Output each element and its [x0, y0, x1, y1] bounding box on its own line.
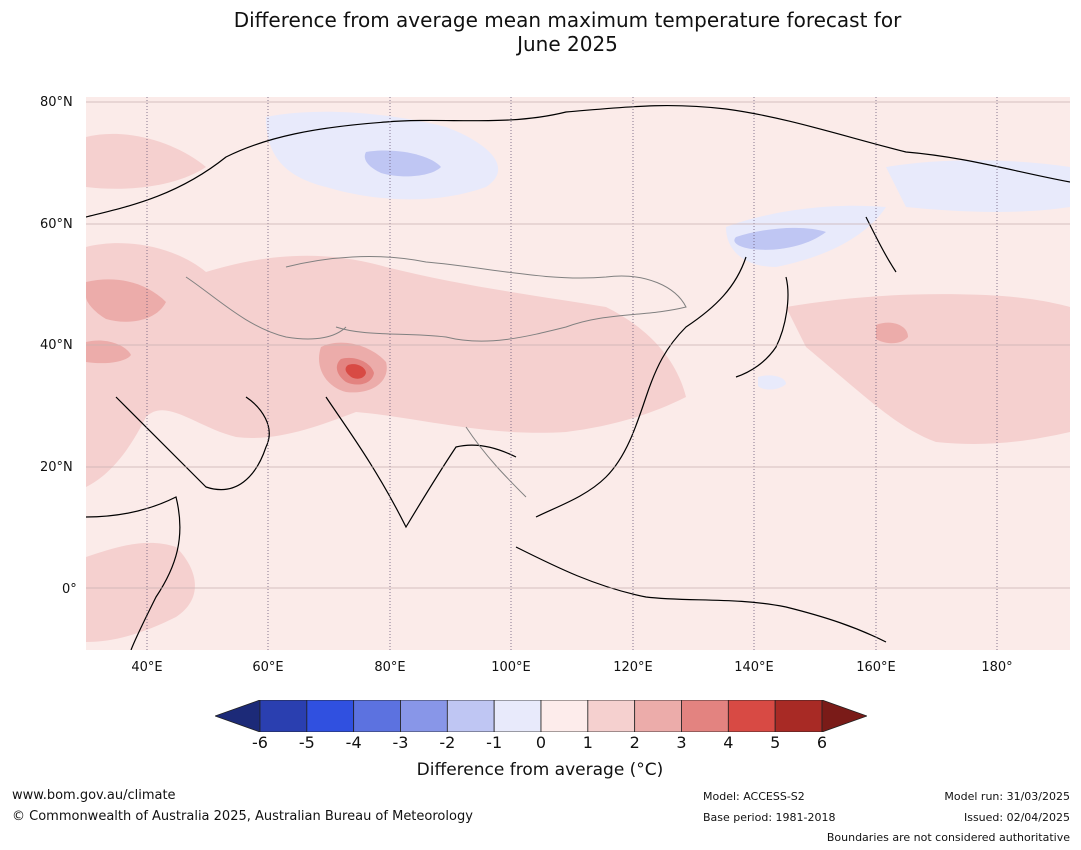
colorbar-tick-label: 6 [816, 733, 828, 752]
colorbar-segment [400, 700, 448, 732]
coastline-kamchatka [865, 216, 897, 273]
cool-anomaly-fields [266, 111, 1070, 390]
graticule [146, 97, 998, 650]
chart-title: Difference from average mean maximum tem… [0, 8, 1081, 56]
lon-label-100E: 100°E [491, 660, 531, 675]
lat-label-20N: 20°N [40, 460, 73, 475]
border-southeast-asia [465, 426, 527, 498]
colorbar-segment [774, 700, 823, 732]
colorbar-tick-label: -2 [439, 733, 456, 752]
anomaly-region-africa [86, 542, 195, 642]
anomaly-region-pacific [786, 294, 1070, 444]
footer-base-period: Base period: 1981-2018 [703, 811, 836, 824]
coastline-arabia [115, 396, 270, 491]
anomaly-region-caspian [86, 279, 166, 322]
coastline-arctic [86, 104, 1070, 218]
colorbar-arrow-high [821, 700, 867, 732]
lon-label-180: 180° [981, 660, 1013, 675]
colorbar-segment [681, 700, 729, 732]
lat-label-0: 0° [62, 582, 77, 597]
colorbar-segment [540, 700, 589, 732]
colorbar-segment [587, 700, 636, 732]
colorbar-segment [634, 700, 682, 732]
title-line-1: Difference from average mean maximum tem… [233, 8, 902, 32]
footer-issued: Issued: 02/04/2025 [963, 811, 1070, 824]
colorbar-segment [259, 700, 308, 732]
anomaly-region-tibet-peak [345, 364, 366, 379]
parallels [86, 101, 1070, 589]
footer-copyright: © Commonwealth of Australia 2025, Austra… [12, 809, 473, 824]
coastline-indonesia [515, 546, 887, 643]
colorbar-tick-label: -1 [486, 733, 503, 752]
lat-label-40N: 40°N [40, 338, 73, 353]
lon-label-40E: 40°E [131, 660, 163, 675]
border-central-asia [185, 276, 347, 340]
cool-region-arctic-core [364, 150, 441, 177]
forecast-map [86, 97, 1070, 650]
lon-label-60E: 60°E [252, 660, 284, 675]
footer-model-run: Model run: 31/03/2025 [944, 790, 1070, 803]
cool-region-okhotsk-core [734, 227, 826, 250]
colorbar-tick-label: 3 [676, 733, 687, 752]
colorbar-label: Difference from average (°C) [416, 760, 664, 780]
cool-region-japan-south [758, 375, 786, 390]
colorbar-arrow-low [215, 700, 261, 732]
cool-region-arctic-east [886, 160, 1070, 212]
colorbar-segment [306, 700, 355, 732]
coastlines [86, 104, 1070, 650]
colorbar-tick-label: 4 [723, 733, 734, 752]
colorbar-segment [446, 700, 495, 732]
lon-label-160E: 160°E [856, 660, 896, 675]
lon-label-140E: 140°E [734, 660, 774, 675]
anomaly-region-turkey [86, 340, 131, 364]
colorbar-segment [353, 700, 401, 732]
title-line-2: June 2025 [517, 32, 618, 56]
colorbar-segment [493, 700, 542, 732]
anomaly-fields [86, 133, 1070, 642]
anomaly-region-siberia-west [86, 133, 206, 189]
border-china [285, 256, 687, 342]
colorbar-tick-label: 5 [770, 733, 781, 752]
lat-label-60N: 60°N [40, 217, 73, 232]
colorbar-tick-label: -4 [345, 733, 362, 752]
country-borders [185, 256, 687, 498]
lon-label-80E: 80°E [374, 660, 406, 675]
footer-disclaimer: Boundaries are not considered authoritat… [826, 831, 1070, 844]
colorbar-segments [215, 700, 867, 732]
footer-url[interactable]: www.bom.gov.au/climate [12, 788, 176, 803]
coastline-japan [735, 276, 789, 378]
colorbar-tick-label: 2 [629, 733, 640, 752]
colorbar-tick-label: -6 [252, 733, 268, 752]
coastline-india [325, 396, 517, 529]
lat-label-80N: 80°N [40, 95, 73, 110]
colorbar-tick-label: 0 [535, 733, 547, 752]
coastline-east-asia [535, 256, 747, 518]
anomaly-region-pacific-core [876, 322, 908, 344]
colorbar-tick-label: -3 [392, 733, 409, 752]
colorbar-tick-label: -5 [298, 733, 315, 752]
colorbar-tick-label: 1 [582, 733, 593, 752]
coastline-africa [86, 496, 181, 650]
lon-label-120E: 120°E [613, 660, 653, 675]
footer-model: Model: ACCESS-S2 [703, 790, 805, 803]
colorbar [215, 700, 867, 732]
colorbar-segment [727, 700, 776, 732]
